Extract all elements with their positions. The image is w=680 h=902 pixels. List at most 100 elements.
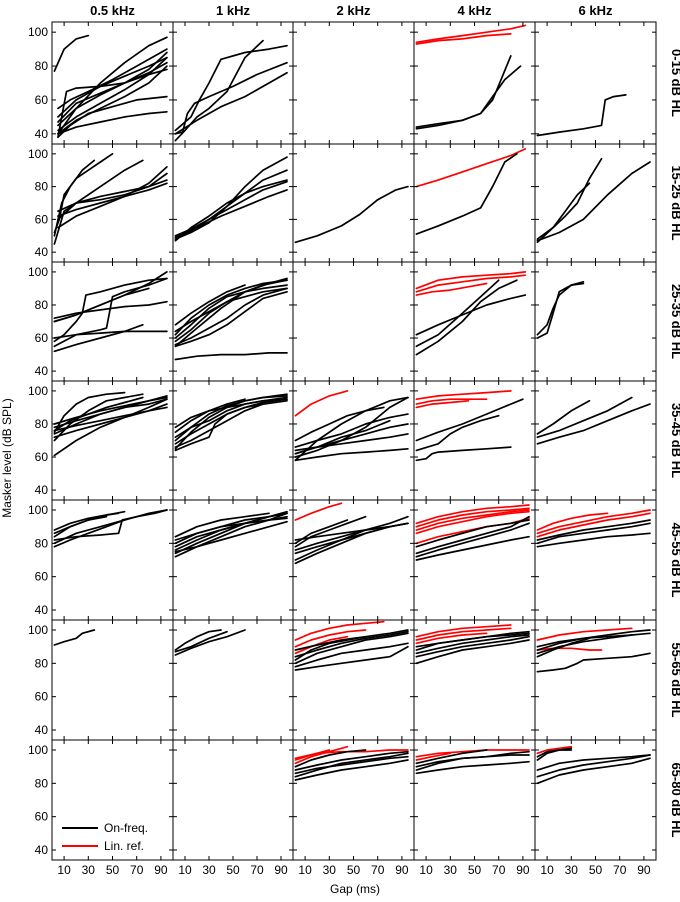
- on-freq-curve: [57, 110, 168, 135]
- on-freq-curve: [536, 749, 573, 758]
- on-freq-curve: [57, 182, 168, 229]
- on-freq-curve: [294, 522, 409, 541]
- on-freq-curve: [57, 48, 168, 110]
- lin-ref-curve: [415, 390, 512, 401]
- on-freq-curve: [294, 419, 391, 455]
- on-freq-curve: [294, 185, 409, 244]
- panel-r0-c0: 40 60 80 100: [28, 21, 174, 145]
- on-freq-curve: [536, 757, 651, 785]
- y-tick-label: 100: [28, 384, 48, 398]
- on-freq-curve: [415, 446, 512, 462]
- lin-ref-curve: [415, 399, 470, 409]
- on-freq-curve: [536, 632, 651, 648]
- row-title: 65-80 dB HL: [669, 762, 680, 837]
- on-freq-curve: [53, 395, 168, 435]
- on-freq-curve: [294, 749, 367, 768]
- on-freq-curve: [53, 277, 168, 343]
- panel-r2-c0: 40 60 80 100: [28, 261, 174, 382]
- lin-ref-curve: [415, 33, 512, 45]
- column-title: 2 kHz: [337, 3, 371, 18]
- panel-frame: [534, 143, 657, 263]
- y-tick-label: 80: [35, 59, 49, 73]
- x-tick-label: 70: [613, 863, 627, 877]
- lin-ref-curve: [536, 512, 651, 538]
- panel-r5-c3: [413, 619, 536, 741]
- y-tick-label: 40: [35, 364, 49, 378]
- y-tick-label: 100: [28, 743, 48, 757]
- panel-frame: [534, 261, 657, 382]
- on-freq-curve: [536, 396, 633, 439]
- on-freq-curve: [174, 630, 228, 653]
- on-freq-curve: [53, 398, 168, 457]
- y-tick-label: 80: [35, 417, 49, 431]
- row-title: 55-65 dB HL: [669, 642, 680, 717]
- row-titles: 0-15 dB HL 15-25 dB HL 25-35 dB HL 35-45 dB…: [669, 49, 680, 838]
- on-freq-curve: [536, 522, 651, 545]
- panel-frame: [292, 143, 415, 263]
- on-freq-curve: [174, 290, 288, 348]
- y-tick-label: 80: [35, 180, 49, 194]
- lin-ref-curve: [415, 627, 512, 641]
- on-freq-curve: [53, 287, 150, 323]
- on-freq-curve: [53, 300, 168, 320]
- x-tick-label: 70: [492, 863, 506, 877]
- on-freq-curve: [53, 396, 168, 425]
- panel-frame: [172, 739, 294, 861]
- on-freq-curve: [174, 39, 264, 142]
- on-freq-curve: [536, 519, 651, 541]
- x-tick-label: 70: [371, 863, 385, 877]
- on-freq-curve: [415, 279, 500, 348]
- y-tick-label: 60: [35, 690, 49, 704]
- on-freq-curve: [536, 754, 651, 778]
- on-freq-curve: [174, 189, 288, 239]
- panel-frame: [292, 21, 415, 145]
- on-freq-curve: [294, 759, 409, 781]
- on-freq-curve: [415, 749, 488, 765]
- panel-r3-c0: 40 60 80 100: [28, 380, 174, 501]
- on-freq-curve: [174, 284, 246, 326]
- on-freq-curve: [174, 512, 270, 538]
- y-tick-label: 100: [28, 265, 48, 279]
- lin-ref-curve: [415, 624, 512, 638]
- panel-r2-c2: [292, 261, 415, 382]
- x-tick-label: 10: [178, 863, 192, 877]
- panel-r6-c1: 10 30 50 70 90: [172, 739, 294, 877]
- panel-frame: [534, 380, 657, 501]
- on-freq-curve: [415, 279, 518, 356]
- on-freq-curve: [415, 398, 524, 442]
- on-freq-curve: [536, 532, 651, 548]
- lin-ref-curve: [415, 274, 527, 293]
- y-tick-label: 60: [35, 331, 49, 345]
- lin-ref-curve: [415, 510, 530, 535]
- panel-r6-c4: 10 30 50 70 90: [534, 739, 657, 877]
- row-title: 0-15 dB HL: [669, 49, 680, 117]
- y-tick-label: 40: [35, 603, 49, 617]
- panel-r0-c2: [292, 21, 415, 145]
- on-freq-curve: [536, 280, 585, 336]
- x-tick-label: 30: [444, 863, 458, 877]
- on-freq-curve: [174, 71, 288, 135]
- on-freq-curve: [294, 515, 367, 548]
- legend: On-freq. Lin. ref.: [62, 821, 148, 853]
- y-tick-label: 60: [35, 212, 49, 226]
- on-freq-curve: [57, 159, 144, 221]
- on-freq-curve: [415, 634, 530, 655]
- on-freq-curve: [174, 284, 288, 339]
- lin-ref-curve: [536, 627, 633, 641]
- on-freq-curve: [536, 399, 591, 435]
- x-tick-label: 10: [298, 863, 312, 877]
- panel-r6-c2: 10 30 50 70 90: [292, 739, 415, 877]
- on-freq-curve: [415, 632, 530, 648]
- panel-r4-c3: [413, 499, 536, 621]
- row-title: 25-35 dB HL: [669, 284, 680, 359]
- column-title: 4 kHz: [458, 3, 492, 18]
- panel-frame: [172, 21, 294, 145]
- panel-frame: [534, 499, 657, 621]
- y-tick-label: 40: [35, 843, 49, 857]
- panel-r5-c1: [172, 619, 294, 741]
- lin-ref-curve: [415, 398, 488, 405]
- on-freq-curve: [536, 403, 651, 445]
- on-freq-curve: [174, 398, 288, 429]
- on-freq-curve: [415, 522, 530, 558]
- on-freq-curve: [53, 629, 96, 646]
